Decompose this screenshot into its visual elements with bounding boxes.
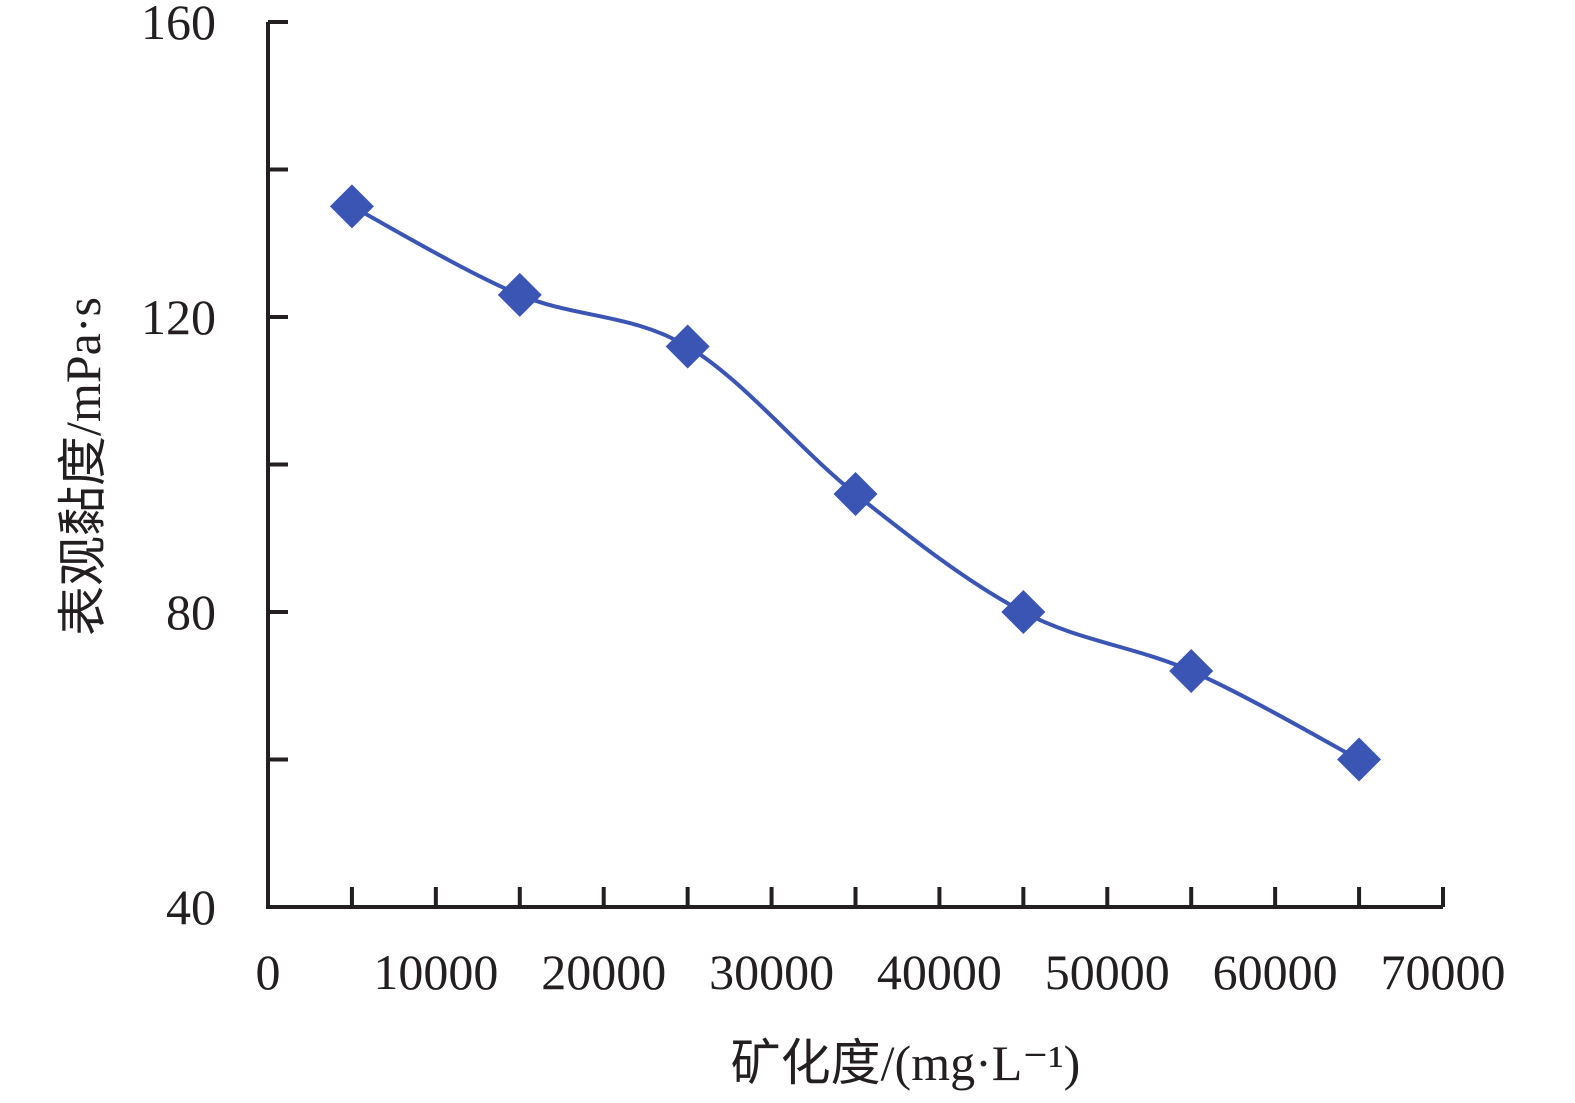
x-tick-label: 50000 [1045,944,1170,1000]
x-tick-label: 0 [256,944,281,1000]
y-tick-label: 160 [141,0,216,50]
x-tick-label: 10000 [373,944,498,1000]
ticks [268,20,1445,909]
x-tick-label: 20000 [541,944,666,1000]
data-point-marker [329,184,374,229]
x-axis-title: 矿化度/(mg·L⁻¹) [731,1035,1081,1091]
y-axis-title: 表观黏度/mPa·s [55,297,111,636]
x-tick-label: 60000 [1213,944,1338,1000]
axes [266,22,1443,909]
x-tick-label: 30000 [709,944,834,1000]
x-tick-label: 70000 [1381,944,1506,1000]
data-point-marker [1337,737,1382,782]
data-point-marker [1169,649,1214,693]
series [329,184,1382,782]
data-point-marker [665,324,710,369]
x-tick-label: 40000 [877,944,1002,1000]
data-point-marker [1001,590,1046,634]
y-tick-label: 120 [141,289,216,345]
tick-labels: 40 80 120 160 0 10000 20000 30000 40000 50000 6000… [141,0,1506,1000]
data-point-marker [497,272,542,317]
y-tick-label: 80 [166,584,216,640]
data-point-marker [833,472,878,516]
y-tick-label: 40 [166,879,216,935]
